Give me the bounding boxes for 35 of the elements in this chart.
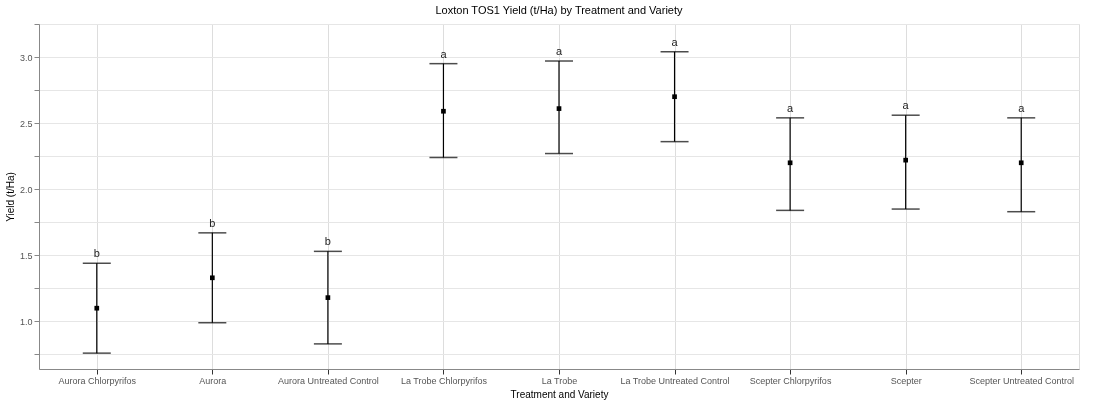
x-tick-label: Scepter <box>890 375 922 386</box>
chart-title: Loxton TOS1 Yield (t/Ha) by Treatment and Variety <box>435 4 683 16</box>
x-tick-label: La Trobe Chlorpyrifos <box>400 375 488 386</box>
annotation: a <box>902 99 910 112</box>
y-tick-label: 2.5 <box>19 118 33 129</box>
y-tick-label: 1.5 <box>19 250 33 261</box>
point <box>325 295 331 300</box>
x-tick-label: Scepter Untreated Control <box>969 375 1074 386</box>
x-tick-label: La Trobe <box>541 375 578 386</box>
y-tick-label: 2.0 <box>19 184 33 195</box>
point <box>556 106 562 111</box>
x-tick-label: Aurora Chlorpyrifos <box>58 375 137 386</box>
point <box>209 275 215 281</box>
point <box>441 108 446 114</box>
annotation: b <box>324 235 331 248</box>
annotation: a <box>440 47 448 60</box>
y-axis-title: Yield (t/Ha) <box>4 172 16 222</box>
x-tick-label: Aurora <box>199 375 227 386</box>
annotation: a <box>787 101 795 114</box>
point <box>787 160 793 166</box>
y-tick-label: 1.0 <box>19 316 33 327</box>
point <box>903 157 909 163</box>
annotation: a <box>671 35 679 48</box>
x-tick-label: Scepter Chlorpyrifos <box>749 375 832 386</box>
y-tick-label: 3.0 <box>19 52 33 63</box>
x-axis-title: Treatment and Variety <box>510 388 609 400</box>
annotation: a <box>555 45 563 58</box>
x-tick-label: Aurora Untreated Control <box>278 375 379 386</box>
point <box>94 305 100 311</box>
annotation: a <box>1018 101 1026 114</box>
point <box>672 94 677 100</box>
x-tick-label: La Trobe Untreated Control <box>620 375 730 386</box>
point <box>1018 160 1024 166</box>
annotation: b <box>93 247 100 260</box>
annotation: b <box>209 216 216 229</box>
